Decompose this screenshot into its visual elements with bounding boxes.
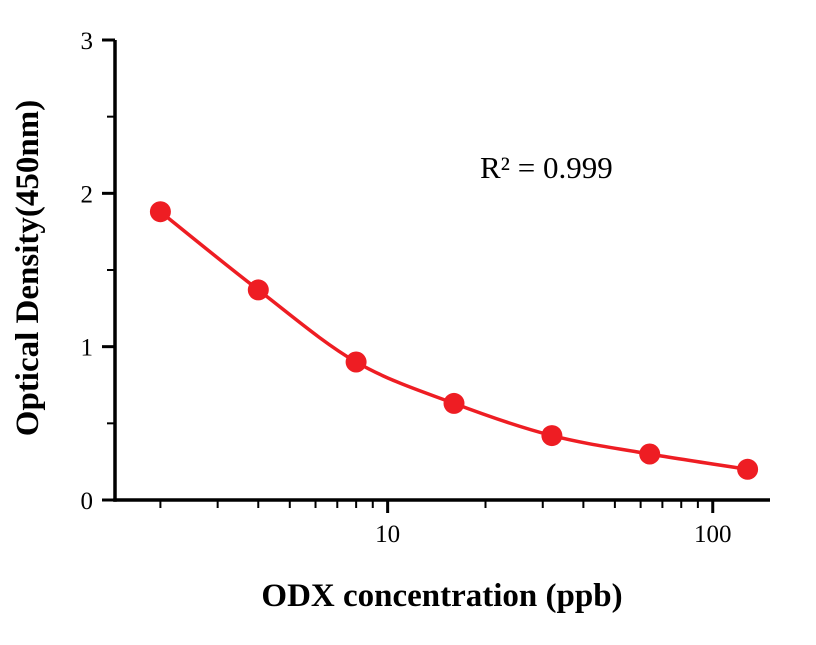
svg-text:100: 100	[694, 521, 732, 548]
r-squared-annotation: R² = 0.999	[480, 150, 613, 185]
svg-text:0: 0	[81, 488, 94, 515]
svg-text:1: 1	[81, 335, 94, 362]
x-axis-title: ODX concentration (ppb)	[261, 578, 622, 614]
svg-text:3: 3	[81, 28, 94, 55]
data-points	[149, 201, 759, 480]
tick-labels: 0 1 2 3 10 100	[81, 28, 732, 548]
svg-text:10: 10	[375, 521, 400, 548]
fit-curve	[159, 210, 748, 472]
y-axis-title: Optical Density(450nm)	[10, 100, 46, 436]
axes	[113, 40, 770, 502]
svg-text:2: 2	[81, 181, 94, 208]
axis-ticks	[102, 38, 715, 513]
